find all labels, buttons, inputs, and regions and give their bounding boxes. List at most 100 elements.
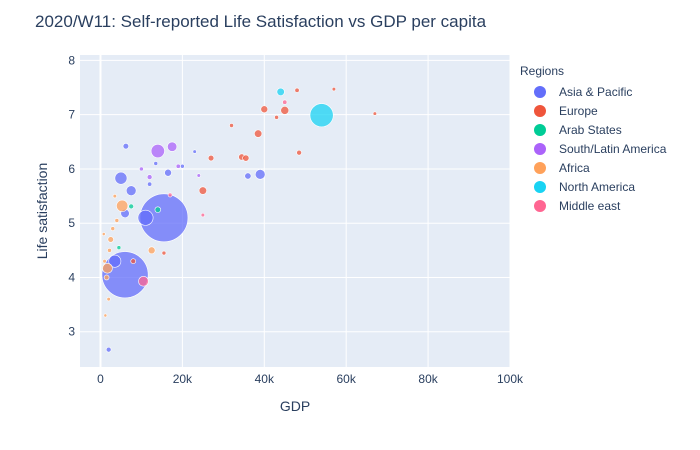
data-point[interactable] [280, 105, 290, 115]
legend-swatch [534, 161, 546, 174]
legend-label: Asia & Pacific [559, 84, 633, 99]
data-point[interactable] [294, 87, 300, 93]
data-point[interactable] [103, 274, 110, 281]
series-africa [101, 193, 156, 318]
legend-item[interactable]: Arab States [520, 120, 666, 139]
legend-label: Arab States [559, 122, 622, 137]
x-tick-label: 60k [337, 372, 357, 386]
data-point[interactable] [167, 141, 178, 152]
data-point[interactable] [139, 166, 144, 172]
y-tick-label: 3 [68, 325, 75, 339]
data-point[interactable] [110, 226, 116, 231]
data-point[interactable] [150, 144, 165, 159]
data-point[interactable] [112, 193, 117, 199]
data-point[interactable] [175, 163, 181, 169]
data-point[interactable] [244, 172, 252, 180]
data-point[interactable] [153, 161, 159, 166]
data-point[interactable] [180, 163, 185, 169]
data-point[interactable] [229, 123, 234, 128]
legend-label: Middle east [559, 198, 621, 213]
legend-label: North America [559, 179, 636, 194]
data-point[interactable] [309, 103, 334, 128]
data-point[interactable] [146, 174, 153, 180]
data-point[interactable] [207, 154, 215, 162]
legend-swatch [534, 180, 546, 193]
data-point[interactable] [254, 129, 263, 138]
legend-item[interactable]: South/Latin America [520, 139, 666, 158]
data-point[interactable] [147, 246, 156, 255]
legend-item[interactable]: North America [520, 177, 666, 196]
series-asia-pacific [101, 142, 266, 353]
data-point[interactable] [282, 99, 288, 105]
data-point[interactable] [128, 203, 134, 210]
legend-swatch [534, 142, 546, 155]
data-point[interactable] [108, 254, 122, 268]
data-point[interactable] [130, 258, 137, 264]
series-south-latin-america [139, 141, 201, 180]
data-point[interactable] [116, 199, 129, 212]
x-axis-label: GDP [280, 398, 310, 414]
data-point[interactable] [102, 259, 107, 264]
data-point[interactable] [200, 212, 205, 218]
data-point[interactable] [331, 87, 337, 92]
data-point[interactable] [125, 185, 137, 196]
data-point[interactable] [114, 218, 120, 223]
data-point[interactable] [154, 206, 161, 213]
data-point[interactable] [192, 149, 197, 154]
data-point[interactable] [242, 154, 250, 162]
legend-item[interactable]: Africa [520, 158, 666, 177]
legend-swatch [534, 123, 546, 136]
data-point[interactable] [138, 275, 149, 287]
legend-swatch [534, 85, 546, 98]
data-point[interactable] [164, 168, 172, 177]
data-point[interactable] [107, 248, 112, 253]
legend: Regions Asia & Pacific Europe Arab States S… [520, 64, 666, 215]
data-point[interactable] [372, 111, 377, 116]
data-point[interactable] [196, 173, 201, 178]
x-tick-label: 100k [497, 372, 524, 386]
data-point[interactable] [116, 245, 122, 250]
y-tick-label: 8 [68, 53, 75, 67]
x-axis-ticks: 0 20k 40k 60k 80k 100k [97, 372, 524, 386]
data-point[interactable] [296, 149, 302, 156]
data-point[interactable] [198, 186, 207, 195]
data-point[interactable] [276, 87, 285, 96]
chart-title: 2020/W11: Self-reported Life Satisfactio… [35, 12, 487, 31]
data-point[interactable] [102, 262, 113, 274]
legend-title: Regions [520, 64, 565, 78]
legend-label: Europe [559, 103, 598, 118]
data-point[interactable] [101, 251, 149, 299]
y-axis-ticks: 3 4 5 6 7 8 [68, 53, 75, 338]
x-tick-label: 40k [255, 372, 275, 386]
data-points [101, 87, 377, 353]
legend-item[interactable]: Europe [520, 101, 666, 120]
data-point[interactable] [107, 236, 114, 243]
data-point[interactable] [106, 297, 111, 302]
data-point[interactable] [114, 171, 128, 185]
data-point[interactable] [122, 142, 130, 150]
legend-label: Africa [559, 160, 590, 175]
data-point[interactable] [260, 105, 269, 114]
data-point[interactable] [137, 209, 154, 226]
y-tick-label: 5 [68, 216, 75, 230]
y-tick-label: 6 [68, 162, 75, 176]
series-europe [130, 87, 377, 264]
legend-swatch [534, 199, 546, 212]
data-point[interactable] [103, 313, 108, 318]
legend-item[interactable]: Asia & Pacific [520, 82, 666, 101]
x-tick-label: 0 [97, 372, 104, 386]
series-middle-east [138, 99, 288, 287]
data-point[interactable] [147, 181, 153, 187]
data-point[interactable] [254, 169, 266, 180]
data-point[interactable] [167, 192, 173, 198]
x-tick-label: 80k [418, 372, 438, 386]
series-arab-states [116, 203, 161, 250]
legend-item[interactable]: Middle east [520, 196, 666, 215]
data-point[interactable] [101, 232, 106, 236]
data-point[interactable] [274, 115, 279, 120]
legend-swatch [534, 104, 546, 117]
data-point[interactable] [161, 250, 167, 256]
data-point[interactable] [105, 346, 112, 353]
x-tick-label: 20k [173, 372, 193, 386]
